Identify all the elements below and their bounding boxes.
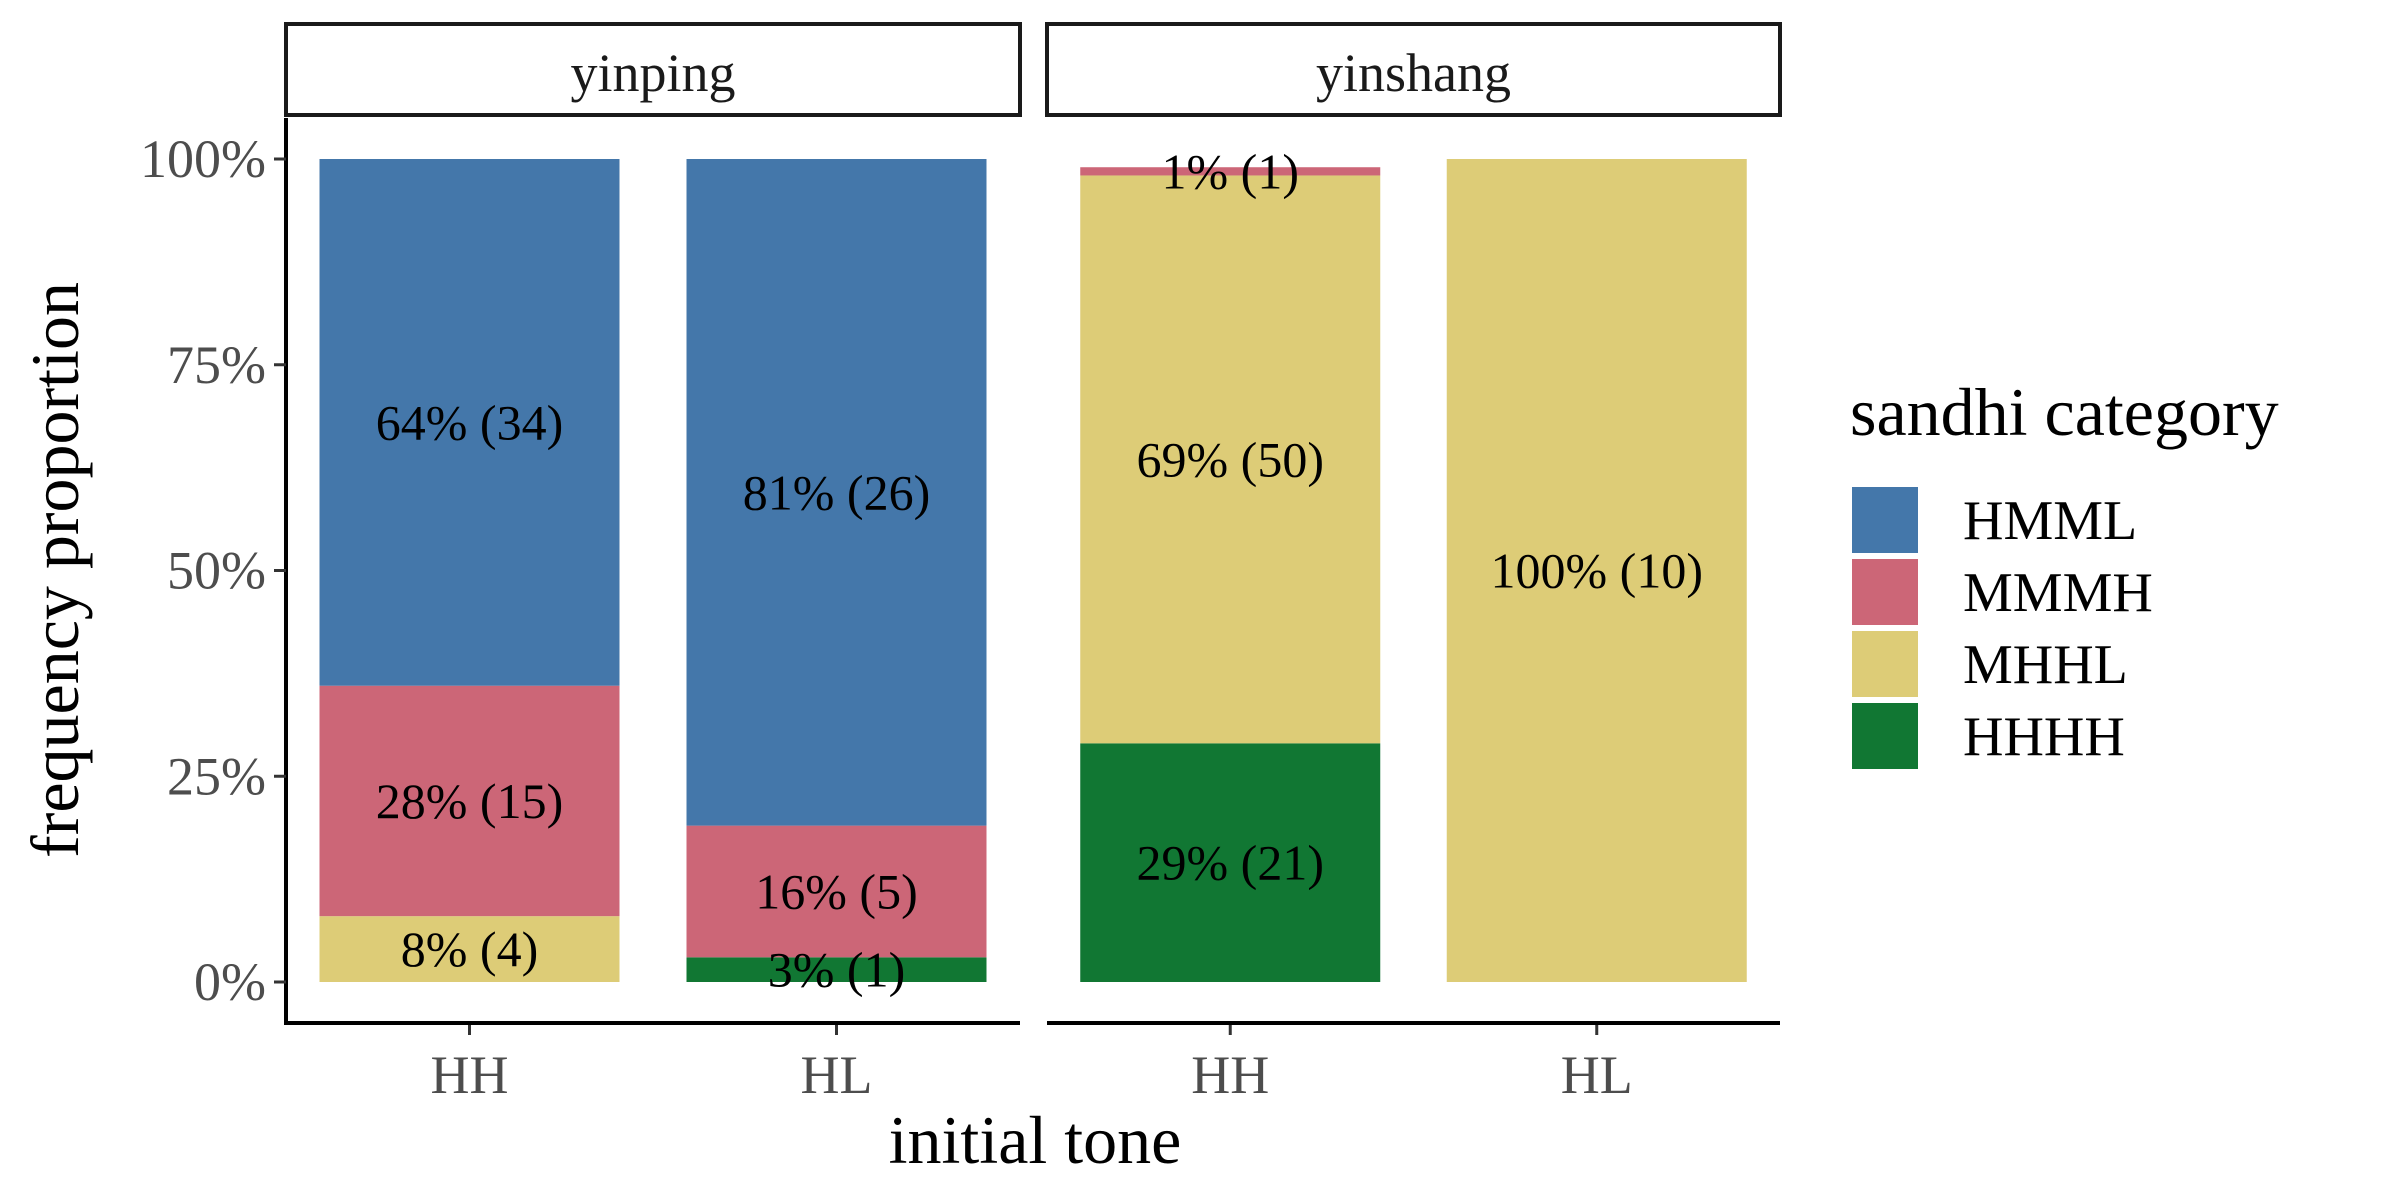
bar-segment-mmmh bbox=[319, 685, 620, 917]
y-tick-label: 0% bbox=[194, 952, 266, 1012]
bar-segment-mhhl bbox=[1446, 159, 1747, 982]
data-label: 100% (10) bbox=[1491, 543, 1703, 599]
panels-layer: yinping 8% (4) 28% (15) 64% (34) 3% (1) 16% (… bbox=[284, 22, 1782, 998]
data-label: 28% (15) bbox=[376, 773, 563, 829]
facet-strip-label: yinshang bbox=[1316, 43, 1511, 103]
data-label: 16% (5) bbox=[755, 863, 917, 919]
data-label: 69% (50) bbox=[1137, 431, 1324, 487]
data-label: 8% (4) bbox=[401, 921, 538, 977]
data-label: 81% (26) bbox=[743, 464, 930, 520]
legend-swatch-mhhl bbox=[1852, 631, 1918, 697]
legend-swatch-hhhh bbox=[1852, 703, 1918, 769]
panel-yinshang: yinshang 29% (21) 69% (50) 1% (1) 100% (10) bbox=[1045, 22, 1782, 982]
bar-segment-mmmh bbox=[686, 825, 987, 958]
legend-label: MHHL bbox=[1963, 634, 2128, 696]
panel-yinping: yinping 8% (4) 28% (15) 64% (34) 3% (1) 16% (… bbox=[284, 22, 1022, 998]
legend-title: sandhi category bbox=[1850, 374, 2279, 450]
y-tick-label: 75% bbox=[167, 335, 266, 395]
legend-label: HMML bbox=[1963, 490, 2137, 552]
bar-segment-hmml bbox=[686, 159, 987, 826]
bar-segment-hhhh bbox=[686, 957, 987, 982]
bar-segment-hmml bbox=[319, 159, 620, 686]
data-label: 64% (34) bbox=[376, 394, 563, 450]
y-tick-label: 50% bbox=[167, 541, 266, 601]
y-axis-title: frequency proportion bbox=[17, 282, 93, 858]
y-tick-label: 100% bbox=[140, 129, 266, 189]
x-axis-title: initial tone bbox=[889, 1102, 1182, 1178]
facet-strip bbox=[1045, 22, 1782, 117]
legend-label: HHHH bbox=[1963, 706, 2125, 768]
data-label: 3% (1) bbox=[768, 942, 905, 998]
x-tick-label: HH bbox=[1191, 1045, 1269, 1105]
legend-label: MMMH bbox=[1963, 562, 2153, 624]
data-label: 29% (21) bbox=[1137, 835, 1324, 891]
facet-strip bbox=[284, 22, 1022, 117]
x-tick-label: HL bbox=[801, 1045, 873, 1105]
legend: sandhi category HMML MMMH MHHL HHHH bbox=[1850, 374, 2279, 769]
y-tick-label: 25% bbox=[167, 746, 266, 806]
facet-strip-label: yinping bbox=[570, 43, 735, 103]
legend-swatch-mmmh bbox=[1852, 559, 1918, 625]
bar-segment-hhhh bbox=[1080, 743, 1381, 982]
x-tick-label: HH bbox=[431, 1045, 509, 1105]
bar-segment-mhhl bbox=[1080, 175, 1381, 744]
x-tick-label: HL bbox=[1561, 1045, 1633, 1105]
axis-layer: HH HL HH HL 0% 25% 50% 75% 100% bbox=[140, 118, 1780, 1105]
bar-segment-mhhl bbox=[319, 916, 620, 982]
data-label: 1% (1) bbox=[1162, 143, 1299, 199]
bar-segment-mmmh bbox=[1080, 167, 1381, 176]
legend-swatch-hmml bbox=[1852, 487, 1918, 553]
